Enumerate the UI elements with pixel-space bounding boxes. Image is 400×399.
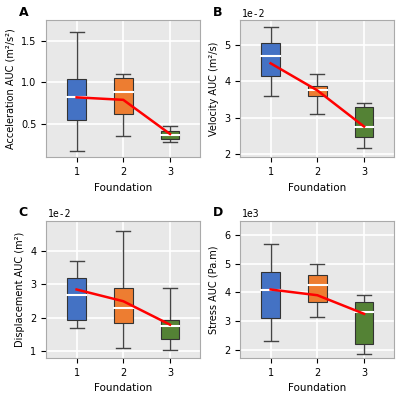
Bar: [355, 302, 374, 344]
Bar: [308, 86, 327, 96]
Text: 1e-2: 1e-2: [48, 209, 71, 219]
Y-axis label: Acceleration AUC (m²/s²): Acceleration AUC (m²/s²): [6, 28, 16, 149]
Bar: [161, 132, 179, 139]
X-axis label: Foundation: Foundation: [94, 383, 152, 393]
X-axis label: Foundation: Foundation: [288, 183, 346, 193]
Y-axis label: Stress AUC (Pa.m): Stress AUC (Pa.m): [209, 245, 219, 334]
Text: B: B: [212, 6, 222, 19]
Bar: [67, 79, 86, 120]
X-axis label: Foundation: Foundation: [94, 183, 152, 193]
Bar: [261, 273, 280, 318]
Bar: [67, 278, 86, 320]
Y-axis label: Displacement AUC (m²): Displacement AUC (m²): [15, 232, 25, 347]
X-axis label: Foundation: Foundation: [288, 383, 346, 393]
Y-axis label: Velocity AUC (m²/s): Velocity AUC (m²/s): [209, 41, 219, 136]
Bar: [261, 43, 280, 76]
Text: 1e3: 1e3: [242, 209, 260, 219]
Bar: [161, 320, 179, 339]
Bar: [114, 78, 133, 114]
Text: A: A: [18, 6, 28, 19]
Text: D: D: [212, 206, 223, 219]
Bar: [114, 288, 133, 323]
Bar: [355, 107, 374, 137]
Text: 1e-2: 1e-2: [242, 9, 265, 19]
Bar: [308, 275, 327, 302]
Text: C: C: [18, 206, 28, 219]
